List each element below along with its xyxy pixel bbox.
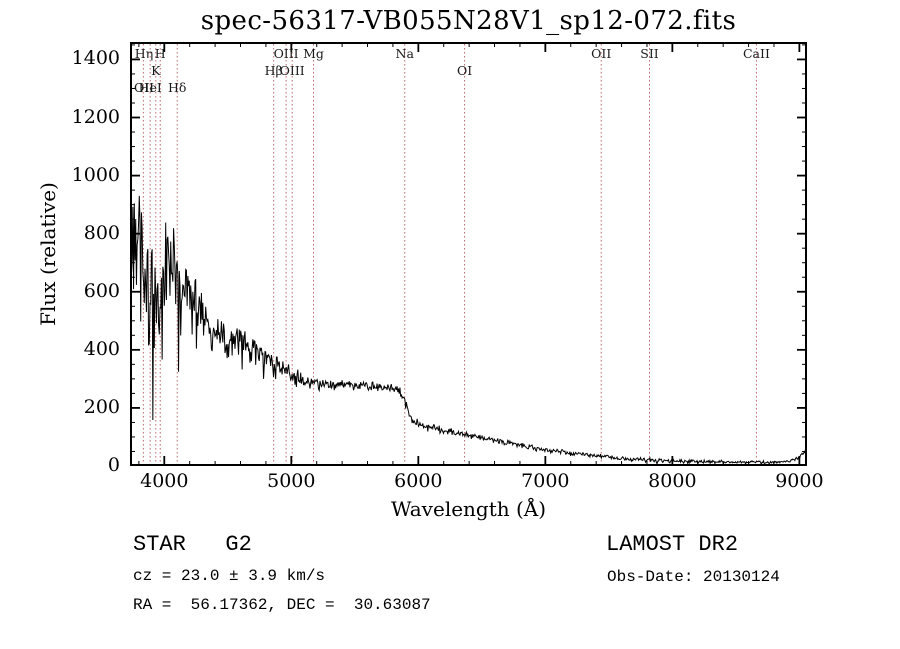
- x-tick-label: 9000: [775, 470, 824, 492]
- y-tick-label: 1000: [71, 163, 120, 186]
- plot-area: [130, 42, 807, 466]
- spectral-marker-lines: [131, 44, 757, 464]
- x-tick-label: 6000: [394, 470, 443, 492]
- y-tick-label: 800: [83, 221, 120, 244]
- chart-title: spec-56317-VB055N28V1_sp12-072.fits: [200, 6, 737, 36]
- y-tick-label: 1200: [71, 105, 120, 128]
- x-tick-label: 8000: [648, 470, 697, 492]
- plot-border: [130, 42, 807, 466]
- x-axis-label: Wavelength (Å): [390, 497, 547, 521]
- y-tick-label: 0: [107, 454, 120, 476]
- y-tick-label: 600: [83, 279, 120, 302]
- x-tick-label: 7000: [521, 470, 570, 492]
- y-tick-label: 400: [83, 337, 120, 360]
- spectrum-trace: [130, 195, 807, 466]
- y-tick-label: 200: [83, 395, 120, 418]
- survey-label: LAMOST DR2: [606, 532, 739, 557]
- ra-dec-label: RA = 56.17362, DEC = 30.63087: [133, 596, 431, 614]
- y-axis-tick-labels: 0 200 400 600 800 1000 1200 1400: [0, 42, 120, 476]
- object-class-label: STAR G2: [133, 532, 252, 557]
- y-tick-label: 1400: [71, 47, 120, 70]
- x-tick-label: 4000: [140, 470, 189, 492]
- axis-ticks: [130, 42, 807, 466]
- obs-date-label: Obs-Date: 20130124: [607, 568, 780, 586]
- spectrum-svg: [130, 42, 807, 466]
- x-axis-tick-labels: 4000 5000 6000 7000 8000 9000: [130, 470, 823, 496]
- x-tick-label: 5000: [267, 470, 316, 492]
- cz-velocity-label: cz = 23.0 ± 3.9 km/s: [133, 567, 326, 585]
